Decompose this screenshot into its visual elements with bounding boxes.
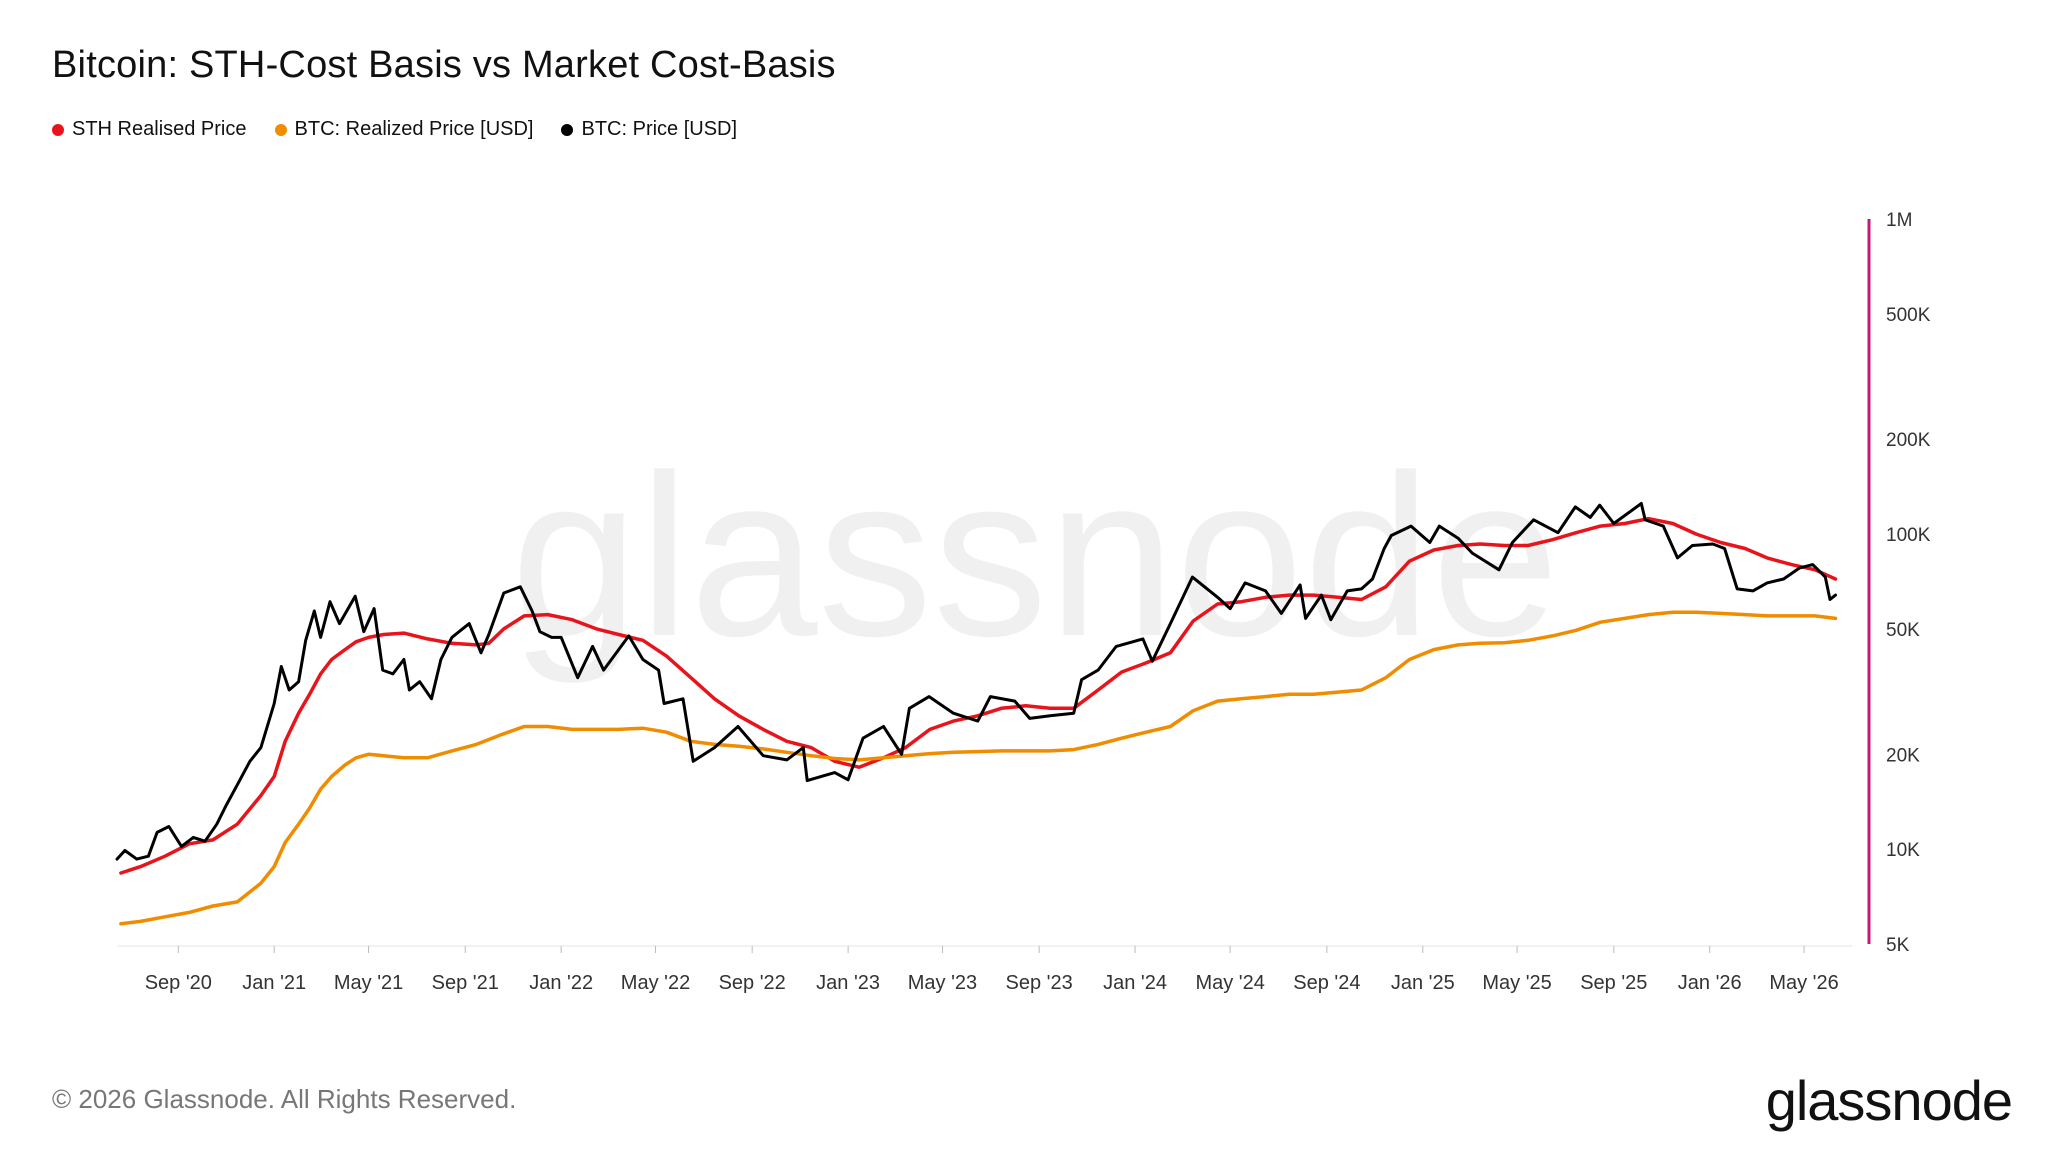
series-line-sth-realised-price[interactable] — [119, 516, 1838, 875]
x-tick-label: Sep '20 — [145, 972, 212, 994]
x-tick-label: Sep '25 — [1580, 972, 1647, 994]
y-tick-label: 5K — [1886, 935, 1910, 956]
y-tick-label: 10K — [1886, 840, 1920, 861]
brand-logo[interactable]: glassnode — [1765, 1069, 2013, 1132]
y-axis: 1M 500K 200K 100K 50K 20K 10K 5K — [1867, 210, 1931, 956]
legend-dot-icon — [52, 123, 64, 136]
copyright-text: © 2026 Glassnode. All Rights Reserved. — [52, 1084, 517, 1114]
series-line-btc-price[interactable] — [115, 502, 1837, 861]
legend-label: STH Realised Price — [72, 118, 247, 140]
x-tick-label: Sep '23 — [1006, 972, 1073, 994]
x-tick-label: Jan '21 — [242, 972, 306, 994]
y-tick-label: 500K — [1886, 305, 1931, 326]
x-tick-label: Jan '26 — [1678, 972, 1742, 994]
page-title: Bitcoin: STH-Cost Basis vs Market Cost-B… — [52, 44, 836, 86]
legend-label: BTC: Realized Price [USD] — [294, 118, 534, 140]
legend-item-price[interactable]: BTC: Price [USD] — [561, 118, 737, 141]
legend-dot-icon — [561, 123, 574, 136]
y-tick-label: 200K — [1886, 430, 1931, 451]
x-tick-label: Jan '23 — [816, 972, 880, 994]
x-tick-label: Sep '24 — [1293, 972, 1360, 994]
watermark-logo: glassnode — [511, 427, 1560, 684]
x-tick-label: May '24 — [1195, 972, 1264, 994]
series-line-realized-price[interactable] — [119, 610, 1838, 926]
y-tick-label: 1M — [1886, 210, 1912, 231]
x-tick-label: Sep '22 — [719, 972, 786, 994]
x-tick-label: May '25 — [1482, 972, 1551, 994]
legend-dot-icon — [274, 123, 287, 136]
y-tick-label: 50K — [1886, 620, 1920, 641]
x-tick-label: Sep '21 — [432, 972, 499, 994]
x-tick-label: May '21 — [334, 972, 403, 994]
legend-label: BTC: Price [USD] — [581, 118, 738, 140]
x-tick-label: Jan '24 — [1103, 972, 1167, 994]
x-tick-label: May '23 — [908, 972, 977, 994]
x-axis: Sep '20 Jan '21 May '21 Sep '21 Jan '22 May '… — [117, 945, 1852, 994]
x-tick-label: Jan '25 — [1391, 972, 1455, 994]
x-tick-label: May '22 — [621, 972, 690, 994]
series-layer — [115, 502, 1838, 926]
y-tick-label: 100K — [1886, 525, 1931, 546]
y-tick-label: 20K — [1886, 745, 1920, 766]
chart-legend: STH Realised Price BTC: Realized Price [… — [52, 118, 737, 141]
legend-item-sth[interactable]: STH Realised Price — [52, 118, 247, 141]
x-tick-label: Jan '22 — [529, 972, 593, 994]
x-tick-label: May '26 — [1769, 972, 1838, 994]
legend-item-realized[interactable]: BTC: Realized Price [USD] — [274, 118, 534, 141]
